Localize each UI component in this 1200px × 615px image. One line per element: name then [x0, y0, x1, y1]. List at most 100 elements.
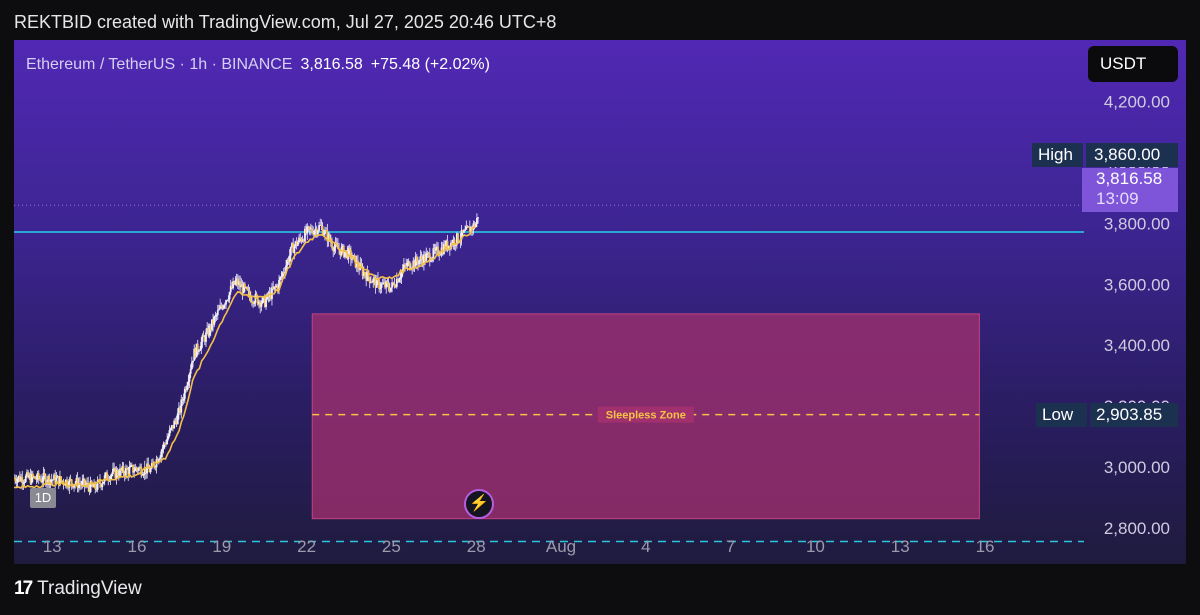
candle	[291, 243, 293, 247]
y-tick-label: 3,000.00	[1104, 458, 1170, 477]
x-tick-label: 28	[467, 537, 486, 556]
candle	[153, 464, 156, 468]
candle	[236, 278, 239, 286]
candle	[162, 443, 165, 449]
candle	[387, 283, 390, 289]
candle	[99, 480, 101, 485]
candle	[288, 255, 291, 263]
candle	[238, 281, 240, 286]
candle	[29, 474, 32, 484]
x-tick-label: 16	[128, 537, 147, 556]
currency-button[interactable]: USDT	[1088, 46, 1178, 82]
candle	[156, 459, 159, 463]
x-tick-label: 19	[212, 537, 231, 556]
candle	[285, 265, 287, 273]
high-value: 3,860.00	[1086, 143, 1178, 167]
candle	[437, 246, 439, 255]
candle	[117, 475, 120, 477]
x-tick-label: 13	[43, 537, 62, 556]
candle	[393, 283, 396, 287]
candle	[73, 485, 75, 488]
candle	[169, 428, 172, 431]
candle	[82, 478, 85, 481]
candle	[295, 241, 298, 246]
chart-panel[interactable]: Sleepless Zone 4,200.004,000.003,800.003…	[14, 40, 1186, 564]
candle	[279, 277, 282, 280]
candle	[269, 292, 272, 299]
candle	[20, 477, 22, 482]
zone-label: Sleepless Zone	[606, 410, 686, 422]
candle	[470, 226, 472, 233]
candle	[228, 292, 231, 300]
candle	[94, 482, 97, 489]
candle	[408, 261, 411, 270]
candle	[226, 300, 229, 302]
candle	[34, 476, 37, 480]
candle	[212, 319, 214, 325]
candle	[465, 226, 468, 230]
candle	[22, 482, 25, 484]
candle	[341, 245, 344, 248]
candle	[223, 304, 226, 306]
candle	[125, 467, 127, 476]
candle	[274, 286, 277, 288]
candle	[263, 296, 266, 307]
candle	[286, 259, 289, 266]
candle	[360, 263, 363, 268]
candle	[309, 228, 312, 230]
x-tick-label: 22	[297, 537, 316, 556]
candle	[173, 420, 176, 429]
candle	[374, 278, 377, 288]
moving-average-line	[14, 226, 476, 489]
candle	[461, 230, 464, 233]
candle	[358, 267, 361, 270]
candle	[446, 240, 449, 250]
candle	[185, 388, 187, 391]
candle	[464, 229, 467, 231]
candle	[219, 305, 222, 309]
price-chart[interactable]: Sleepless Zone 4,200.004,000.003,800.003…	[14, 40, 1186, 564]
bar-countdown: 13:09	[1096, 189, 1139, 208]
candle	[122, 466, 125, 474]
x-tick-label: 25	[382, 537, 401, 556]
candle	[17, 475, 20, 479]
x-tick-label: 7	[726, 537, 735, 556]
candle	[56, 475, 59, 478]
candle	[76, 478, 79, 488]
candle	[167, 436, 170, 440]
candle	[92, 485, 94, 488]
candle	[39, 478, 41, 480]
candle	[120, 468, 123, 471]
candle	[220, 305, 223, 307]
candle	[460, 230, 463, 240]
candle	[407, 261, 410, 263]
candle	[447, 245, 450, 250]
candle	[476, 218, 478, 225]
candle	[379, 287, 382, 290]
candle	[314, 228, 317, 232]
candle	[380, 283, 383, 288]
candle	[210, 319, 213, 331]
candle	[256, 296, 259, 305]
candle	[271, 287, 273, 299]
candle	[420, 256, 423, 260]
candle	[234, 280, 237, 285]
candle	[413, 260, 416, 267]
lightning-bolt-icon[interactable]: ⚡	[464, 489, 494, 519]
candle	[192, 360, 194, 363]
candle	[215, 314, 218, 316]
y-tick-label: 2,800.00	[1104, 519, 1170, 538]
candle	[299, 237, 302, 239]
candle	[415, 256, 418, 262]
candle	[293, 246, 296, 253]
candle	[37, 473, 40, 479]
tv-brand-text: TradingView	[37, 578, 142, 599]
timeframe-badge[interactable]: 1D	[30, 488, 56, 508]
candle	[406, 262, 409, 267]
candle	[189, 369, 192, 374]
candle	[168, 430, 171, 437]
candle	[174, 420, 177, 422]
candle	[136, 469, 139, 471]
candle	[201, 335, 204, 342]
candle	[365, 275, 368, 281]
